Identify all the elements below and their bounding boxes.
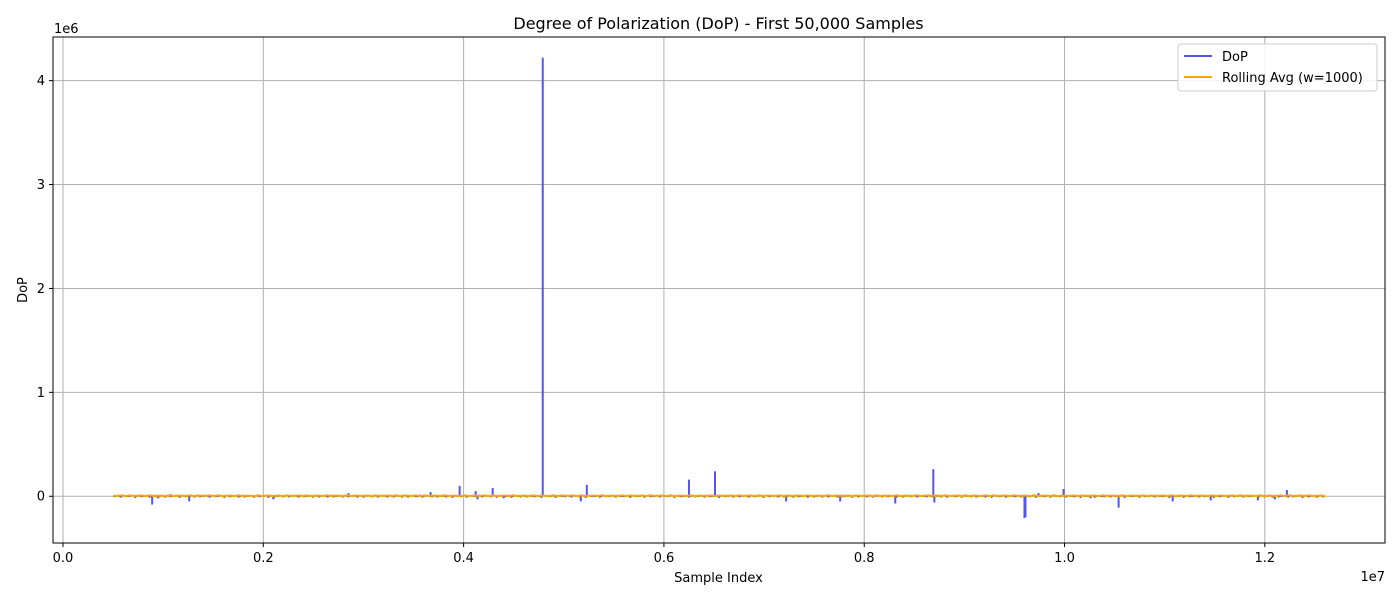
legend-box [1177,43,1378,92]
legend-label-dop: DoP [1222,50,1248,65]
y-tick-label: 0 [37,490,45,505]
x-tick-label: 1.0 [1054,551,1075,566]
x-tick-label: 0.8 [854,551,875,566]
legend-label-rolling-avg: Rolling Avg (w=1000) [1222,71,1363,86]
x-tick-label: 0.0 [53,551,74,566]
x-tick-label: 0.6 [654,551,675,566]
plot-frame [52,36,1386,544]
y-tick-label: 1 [37,386,45,401]
y-offset-label: 1e6 [54,22,79,37]
x-axis-label: Sample Index [674,571,763,586]
x-tick-label: 0.4 [453,551,474,566]
y-axis-label: DoP [16,277,31,303]
y-tick-label: 3 [37,178,45,193]
y-tick-label: 2 [37,282,45,297]
rolling-avg-series-line [113,494,1326,498]
chart-title: Degree of Polarization (DoP) - First 50,… [513,14,923,33]
x-offset-label: 1e7 [1360,570,1385,585]
legend: DoP Rolling Avg (w=1000) [1177,43,1378,92]
tick-layer: 0.0 0.2 0.4 0.6 0.8 1.0 1.2 0 1 2 3 4 [37,74,1275,566]
y-tick-label: 4 [37,74,45,89]
data-layer [112,57,1326,519]
x-tick-label: 0.2 [253,551,274,566]
grid-layer [53,37,1385,543]
x-tick-label: 1.2 [1254,551,1275,566]
